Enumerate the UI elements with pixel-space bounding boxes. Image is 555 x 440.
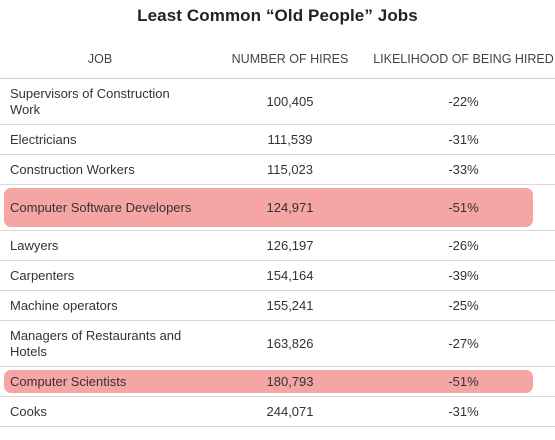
likelihood-cell: -33% bbox=[448, 161, 479, 177]
job-cell: Computer Software Developers bbox=[10, 199, 192, 215]
likelihood-cell: -31% bbox=[448, 131, 479, 147]
likelihood-cell: -51% bbox=[448, 199, 479, 215]
likelihood-cell: -31% bbox=[448, 403, 479, 419]
table-row: Machine operators 155,241 -25% bbox=[0, 291, 555, 321]
hires-cell: 154,164 bbox=[266, 267, 314, 283]
hires-cell: 163,826 bbox=[266, 335, 314, 351]
hires-cell: 124,971 bbox=[266, 199, 314, 215]
likelihood-cell: -26% bbox=[448, 237, 479, 253]
table-row-highlighted: Computer Scientists 180,793 -51% bbox=[0, 367, 555, 397]
job-cell: Managers of Restaurants and Hotels bbox=[10, 327, 182, 359]
hires-cell: 115,023 bbox=[266, 161, 314, 177]
table-row: Lawyers 126,197 -26% bbox=[0, 231, 555, 261]
job-cell: Lawyers bbox=[10, 237, 59, 253]
column-header-job: JOB bbox=[87, 51, 113, 66]
hires-cell: 244,071 bbox=[266, 403, 314, 419]
job-cell: Construction Workers bbox=[10, 161, 135, 177]
row-highlight bbox=[4, 188, 533, 227]
hires-cell: 180,793 bbox=[266, 373, 314, 389]
table-row: Carpenters 154,164 -39% bbox=[0, 261, 555, 291]
likelihood-cell: -39% bbox=[448, 267, 479, 283]
row-highlight bbox=[4, 370, 533, 393]
table-row: Supervisors of Construction Work 100,405… bbox=[0, 79, 555, 125]
likelihood-cell: -22% bbox=[448, 93, 479, 109]
chart-title: Least Common “Old People” Jobs bbox=[137, 6, 418, 25]
likelihood-cell: -27% bbox=[448, 335, 479, 351]
table-row: Managers of Restaurants and Hotels 163,8… bbox=[0, 321, 555, 367]
job-cell: Computer Scientists bbox=[10, 373, 127, 389]
table-header: JOB NUMBER OF HIRES LIKELIHOOD OF BEING … bbox=[0, 40, 555, 79]
hires-cell: 155,241 bbox=[266, 297, 314, 313]
table-row-highlighted: Computer Software Developers 124,971 -51… bbox=[0, 185, 555, 231]
table-body: Supervisors of Construction Work 100,405… bbox=[0, 79, 555, 427]
table-row: Construction Workers 115,023 -33% bbox=[0, 155, 555, 185]
job-cell: Supervisors of Construction Work bbox=[10, 85, 170, 117]
job-cell: Carpenters bbox=[10, 267, 75, 283]
job-cell: Electricians bbox=[10, 131, 77, 147]
job-cell: Machine operators bbox=[10, 297, 118, 313]
column-header-number-of-hires: NUMBER OF HIRES bbox=[231, 51, 349, 66]
hires-cell: 100,405 bbox=[266, 93, 314, 109]
hires-cell: 126,197 bbox=[266, 237, 314, 253]
hires-cell: 111,539 bbox=[267, 131, 313, 147]
table-row: Cooks 244,071 -31% bbox=[0, 397, 555, 427]
likelihood-cell: -25% bbox=[448, 297, 479, 313]
column-header-likelihood: LIKELIHOOD OF BEING HIRED bbox=[373, 51, 554, 66]
job-cell: Cooks bbox=[10, 403, 47, 419]
likelihood-cell: -51% bbox=[448, 373, 479, 389]
table-row: Electricians 111,539 -31% bbox=[0, 125, 555, 155]
